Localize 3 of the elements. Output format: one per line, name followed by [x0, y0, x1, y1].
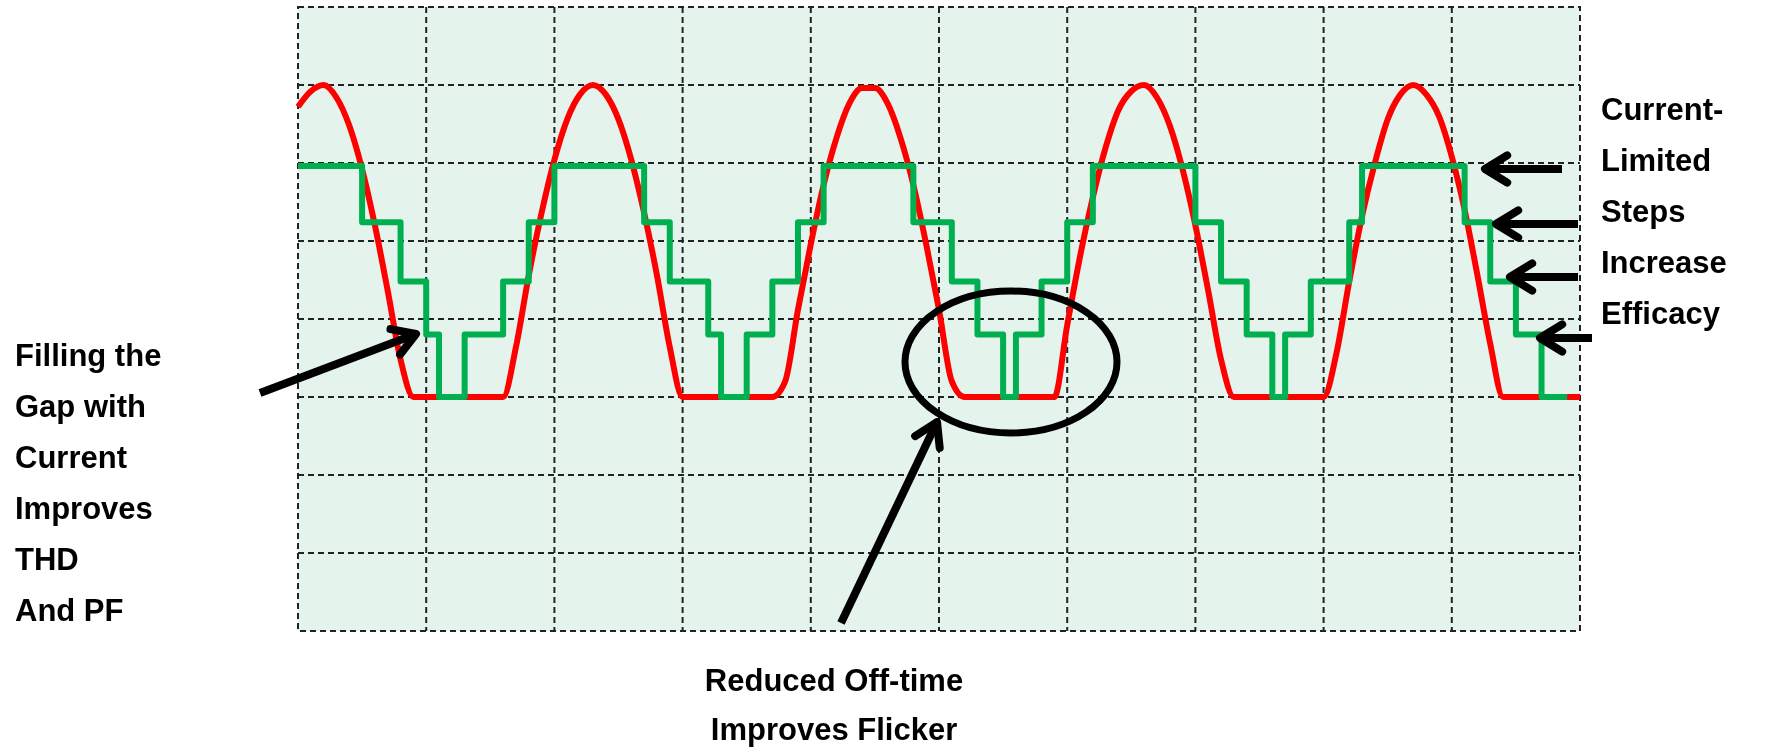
text: Reduced Off-time Improves Flicker — [704, 662, 964, 747]
text: Current- Limited Steps Increase Efficacy — [1601, 91, 1727, 331]
text: Filling the Gap with Current Improves THD And PF — [15, 337, 162, 628]
